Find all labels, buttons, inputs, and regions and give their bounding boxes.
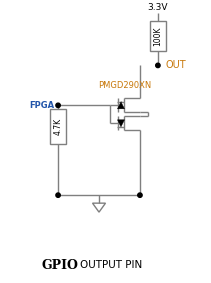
Text: OUTPUT PIN: OUTPUT PIN: [80, 260, 142, 270]
Circle shape: [156, 63, 160, 68]
Bar: [150, 22, 166, 52]
Bar: [50, 109, 66, 144]
Circle shape: [56, 193, 60, 197]
Polygon shape: [118, 102, 124, 109]
Circle shape: [138, 193, 142, 197]
Text: FPGA: FPGA: [29, 101, 54, 110]
Text: PMGD290XN: PMGD290XN: [98, 81, 151, 90]
Polygon shape: [118, 120, 124, 127]
Text: 3.3V: 3.3V: [148, 3, 168, 12]
Circle shape: [56, 103, 60, 108]
Text: GPIO: GPIO: [41, 259, 78, 271]
Text: 100K: 100K: [153, 27, 162, 46]
Text: 4.7K: 4.7K: [54, 118, 63, 135]
Text: OUT: OUT: [166, 60, 187, 70]
